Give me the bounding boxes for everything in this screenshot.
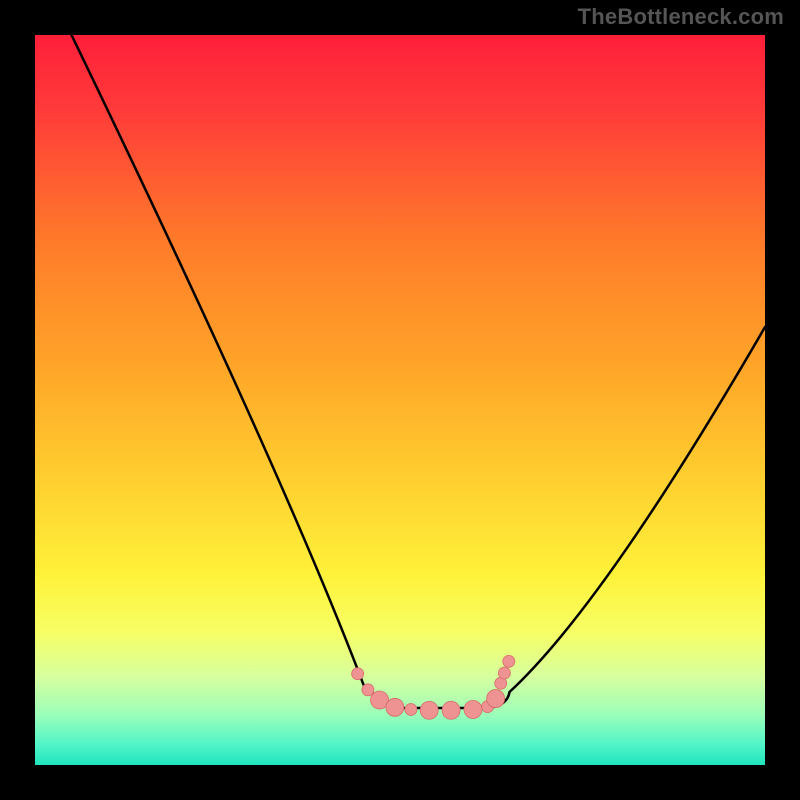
curve-marker [352, 668, 364, 680]
plot-background [35, 35, 765, 765]
curve-marker [498, 667, 510, 679]
curve-marker [487, 690, 505, 708]
curve-marker [464, 701, 482, 719]
curve-marker [442, 701, 460, 719]
chart-root: TheBottleneck.com [0, 0, 800, 800]
curve-marker [503, 655, 515, 667]
curve-marker [362, 684, 374, 696]
curve-marker [405, 704, 417, 716]
curve-marker [386, 698, 404, 716]
watermark-text: TheBottleneck.com [578, 4, 784, 30]
bottleneck-curve-chart [0, 0, 800, 800]
curve-marker [420, 701, 438, 719]
